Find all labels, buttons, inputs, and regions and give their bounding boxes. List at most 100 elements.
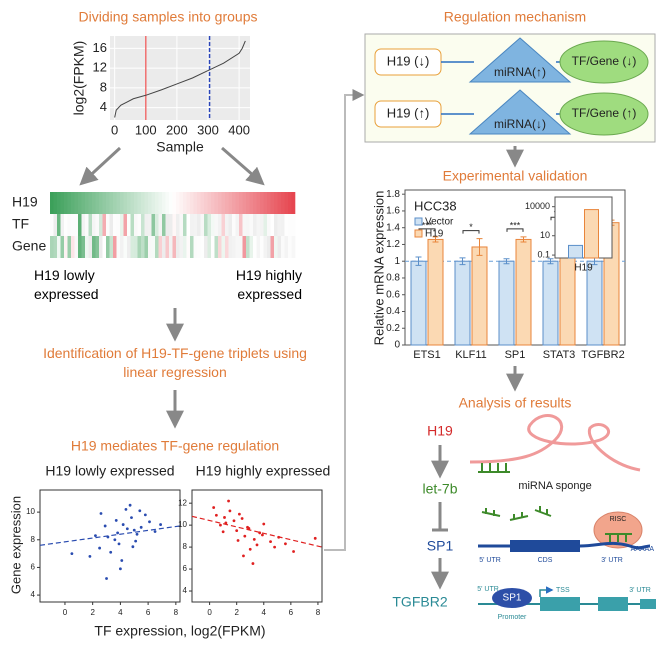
error-bar	[459, 257, 466, 266]
y-tick-label: 4	[31, 590, 36, 599]
trend-line	[191, 515, 323, 548]
heat-cell	[235, 214, 240, 236]
heat-cell	[270, 192, 275, 214]
heat-cell	[120, 192, 124, 214]
error-bar	[476, 238, 483, 256]
heat-cell	[155, 192, 159, 214]
heat-cell	[113, 236, 117, 258]
heat-cell	[148, 214, 152, 236]
point	[94, 534, 97, 538]
heat-cell	[141, 192, 145, 214]
heat-cell	[225, 192, 229, 214]
heat-cell	[291, 236, 296, 258]
heat-cell	[57, 236, 61, 258]
heat-cell	[207, 236, 212, 258]
heat-cell	[235, 192, 240, 214]
section-title: Experimental validation	[443, 168, 588, 184]
heat-cell	[155, 214, 159, 236]
heat-cell	[64, 236, 68, 258]
heat-cell	[127, 192, 131, 214]
y-tick-label: 0.6	[386, 289, 400, 300]
point	[255, 543, 259, 547]
heat-cell	[99, 192, 103, 214]
x-axis-label: TF expression, log2(FPKM)	[94, 623, 265, 639]
heat-cell	[277, 192, 282, 214]
heat-cell	[116, 214, 121, 236]
point	[221, 530, 225, 534]
heat-cell	[228, 214, 233, 236]
heat-cell	[85, 214, 89, 236]
heat-cell	[50, 214, 54, 236]
point	[235, 529, 239, 533]
chart-subtitle: HCC38	[414, 198, 457, 213]
heat-cell	[190, 214, 194, 236]
label-box: H19 lowly expressed	[34, 267, 99, 302]
mirna-free	[481, 506, 552, 521]
target-ellipse	[559, 40, 649, 84]
x-tick-label: STAT3	[543, 349, 576, 361]
heat-cell	[288, 214, 292, 236]
section-title: Dividing samples into groups	[79, 9, 258, 25]
heat-cell	[102, 192, 107, 214]
heat-cell	[162, 236, 166, 258]
heat-cell	[207, 214, 212, 236]
heat-cell	[218, 236, 222, 258]
heat-cell	[144, 192, 149, 214]
heat-cell	[214, 192, 219, 214]
x-tick-label: 8	[174, 608, 179, 617]
promoter-label: Promoter	[498, 614, 527, 621]
heat-cell	[256, 214, 261, 236]
heat-cell	[186, 192, 191, 214]
heat-cell	[260, 214, 264, 236]
heat-cell	[263, 192, 268, 214]
risc-label: RISC	[610, 516, 627, 523]
heat-cell	[71, 214, 75, 236]
heat-cell	[221, 192, 226, 214]
heat-cell	[81, 236, 86, 258]
point	[131, 545, 135, 549]
plot-subtitle: H19 lowly expressed	[45, 463, 174, 479]
sp1-label: SP1	[503, 593, 522, 604]
heat-cell	[281, 192, 285, 214]
bar	[427, 238, 444, 346]
heat-cell	[88, 192, 93, 214]
x-tick-label: KLF11	[455, 349, 487, 361]
heat-cell	[242, 192, 247, 214]
heat-cell	[228, 236, 233, 258]
heat-cell	[92, 192, 96, 214]
lncrna	[469, 414, 641, 472]
heat-cell	[246, 236, 250, 258]
legend-swatch	[414, 217, 423, 226]
point	[138, 509, 142, 513]
heat-cell	[186, 236, 191, 258]
heat-cell	[214, 214, 219, 236]
target-label: TF/Gene (↓)	[572, 54, 637, 68]
section-title: Regulation mechanism	[444, 9, 586, 25]
heat-cell	[260, 236, 264, 258]
heat-cell	[92, 236, 96, 258]
heat-cell	[85, 236, 89, 258]
heat-cell	[274, 236, 278, 258]
heat-cell	[277, 236, 282, 258]
y-tick-label: 8	[183, 542, 188, 551]
heat-cell	[179, 236, 184, 258]
lnc-label: H19 (↑)	[387, 105, 430, 120]
heat-cell	[239, 236, 243, 258]
heat-cell	[253, 214, 257, 236]
chain-h19: H19	[427, 423, 453, 439]
heat-cell	[148, 192, 152, 214]
heat-cell	[67, 236, 72, 258]
heat-cell	[99, 236, 103, 258]
heat-cell	[204, 214, 208, 236]
point	[212, 506, 216, 509]
label-box: Identification of H19-TF-gene triplets u…	[43, 345, 307, 380]
target-ellipse	[559, 92, 649, 136]
heat-cell	[123, 192, 128, 214]
heat-cell	[141, 236, 145, 258]
heat-cell	[186, 214, 191, 236]
heat-cell	[60, 192, 65, 214]
heat-cell	[284, 192, 289, 214]
point	[124, 507, 128, 511]
heat-cell	[95, 214, 100, 236]
